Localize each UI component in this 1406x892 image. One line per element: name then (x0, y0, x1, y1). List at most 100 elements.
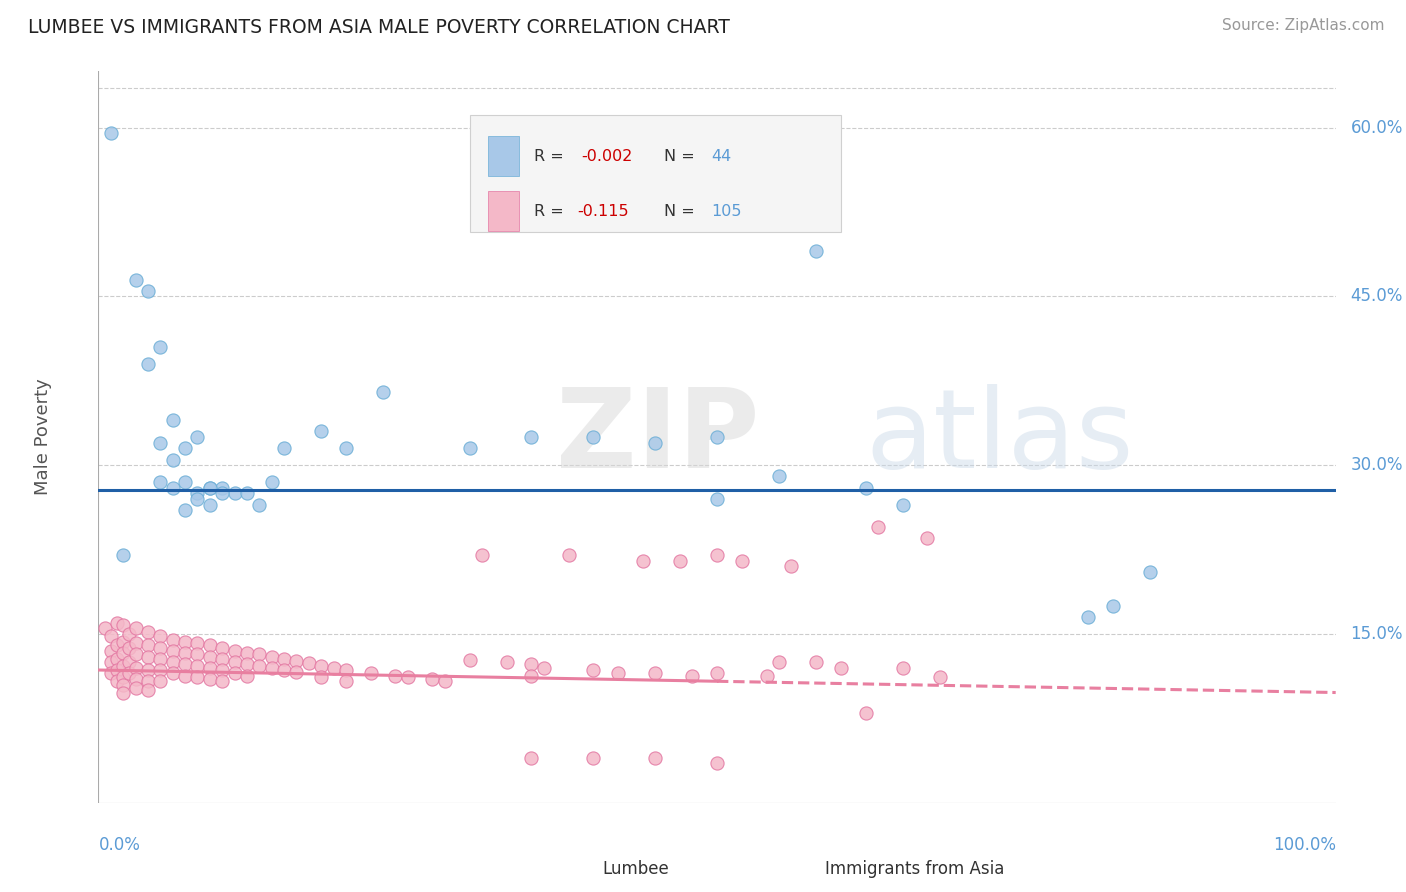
Point (891, 661, 914, 675)
Point (162, 452, 184, 467)
Text: 105: 105 (711, 203, 741, 219)
Point (273, 442, 295, 456)
Point (162, 413, 184, 427)
Point (533, 661, 555, 675)
Point (335, 674, 357, 689)
Point (100, 644, 122, 658)
Point (100, 629, 122, 643)
Point (780, 559, 803, 574)
Point (706, 491, 728, 506)
Point (149, 674, 172, 689)
FancyBboxPatch shape (779, 859, 813, 878)
Point (1077, 610, 1099, 624)
Point (124, 636, 146, 650)
Point (224, 644, 246, 658)
Point (273, 652, 295, 666)
Text: Male Poverty: Male Poverty (34, 379, 52, 495)
Point (273, 663, 295, 677)
Point (582, 430, 605, 444)
Point (211, 652, 233, 666)
Point (247, 647, 270, 661)
Point (285, 654, 308, 668)
Point (174, 475, 197, 489)
Point (136, 663, 159, 677)
Point (100, 666, 122, 681)
Point (112, 670, 135, 684)
Point (520, 657, 543, 672)
Point (236, 646, 259, 660)
Point (681, 668, 703, 682)
Point (105, 652, 128, 666)
Point (186, 486, 208, 500)
Point (644, 666, 666, 681)
Point (136, 674, 159, 689)
Point (236, 668, 259, 682)
Text: N =: N = (664, 203, 700, 219)
Point (360, 666, 382, 681)
Point (186, 491, 208, 506)
Point (731, 554, 754, 568)
Point (582, 751, 605, 765)
Point (706, 666, 728, 681)
Point (322, 661, 344, 675)
Point (384, 668, 406, 682)
Point (211, 640, 233, 655)
Point (520, 751, 543, 765)
Text: Lumbee: Lumbee (602, 860, 669, 878)
Point (706, 756, 728, 771)
Point (768, 655, 790, 669)
Point (309, 425, 332, 439)
Point (260, 475, 283, 489)
Text: ZIP: ZIP (557, 384, 759, 491)
FancyBboxPatch shape (488, 136, 519, 177)
Text: 60.0%: 60.0% (1351, 119, 1403, 136)
Point (149, 340, 172, 354)
Point (706, 548, 728, 562)
Point (458, 442, 481, 456)
Point (112, 618, 135, 632)
Text: 44: 44 (711, 149, 731, 164)
Point (105, 615, 128, 630)
Point (118, 627, 141, 641)
Point (124, 647, 146, 661)
Point (371, 385, 394, 400)
Point (224, 655, 246, 669)
Point (891, 498, 914, 512)
Point (198, 661, 221, 675)
Point (186, 430, 208, 444)
Point (118, 655, 141, 669)
Point (644, 751, 666, 765)
Point (631, 554, 654, 568)
Point (149, 629, 172, 643)
Point (112, 548, 135, 562)
Point (174, 668, 197, 682)
Point (124, 661, 146, 675)
Text: Immigrants from Asia: Immigrants from Asia (825, 860, 1004, 878)
Point (174, 442, 197, 456)
Point (458, 653, 481, 667)
Point (174, 657, 197, 672)
Point (198, 638, 221, 652)
Point (471, 548, 494, 562)
Text: LUMBEE VS IMMIGRANTS FROM ASIA MALE POVERTY CORRELATION CHART: LUMBEE VS IMMIGRANTS FROM ASIA MALE POVE… (28, 18, 730, 37)
Point (309, 658, 332, 673)
Point (495, 655, 517, 669)
Point (162, 481, 184, 495)
FancyBboxPatch shape (488, 191, 519, 231)
Point (520, 668, 543, 682)
Point (768, 469, 790, 483)
Text: 30.0%: 30.0% (1351, 456, 1403, 475)
Point (149, 652, 172, 666)
Point (335, 663, 357, 677)
Point (112, 635, 135, 649)
Point (124, 672, 146, 686)
Point (260, 649, 283, 664)
Point (136, 357, 159, 371)
Point (644, 435, 666, 450)
Point (298, 657, 321, 671)
Point (112, 646, 135, 660)
Point (211, 663, 233, 677)
Point (112, 658, 135, 673)
Point (866, 520, 889, 534)
Text: N =: N = (664, 149, 700, 164)
